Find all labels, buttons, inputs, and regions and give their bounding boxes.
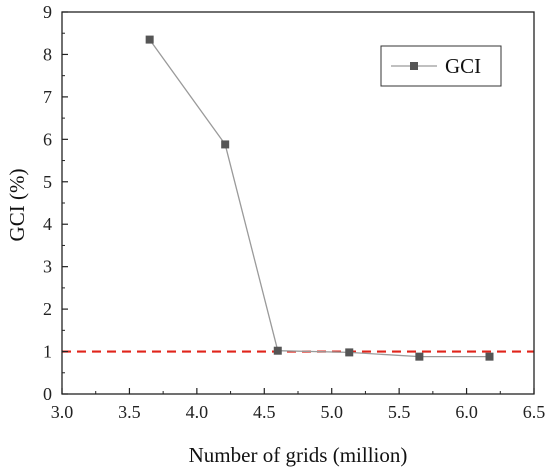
legend: GCI <box>380 45 502 87</box>
x-tick-label: 6.0 <box>455 402 478 422</box>
legend-label: GCI <box>445 54 481 78</box>
y-tick-label: 5 <box>43 172 52 192</box>
data-point <box>415 352 424 361</box>
y-tick-label: 3 <box>43 257 52 277</box>
y-axis-title: GCI (%) <box>5 169 29 242</box>
y-tick-label: 6 <box>43 129 52 149</box>
data-point <box>145 35 154 44</box>
x-axis-title: Number of grids (million) <box>189 443 408 467</box>
x-tick-label: 3.5 <box>118 402 141 422</box>
plot-area <box>62 35 534 361</box>
y-tick-label: 9 <box>43 2 52 22</box>
x-tick-label: 4.5 <box>253 402 276 422</box>
data-point <box>345 348 354 357</box>
legend-marker-sample <box>410 62 418 70</box>
y-tick-label: 7 <box>43 87 52 107</box>
data-point <box>485 352 494 361</box>
x-tick-label: 6.5 <box>523 402 546 422</box>
x-tick-label: 5.0 <box>320 402 343 422</box>
y-tick-label: 4 <box>43 214 52 234</box>
data-point <box>221 140 230 149</box>
axes: 3.0 3.5 4.0 4.5 5.0 5.5 6.0 6.5 0 1 2 3 4 5 6 7 8 9 <box>43 2 545 422</box>
y-tick-label: 0 <box>43 384 52 404</box>
y-tick-label: 8 <box>43 44 52 64</box>
y-tick-label: 2 <box>43 299 52 319</box>
series-line-gci <box>149 39 490 358</box>
data-point <box>273 346 282 355</box>
x-tick-label: 5.5 <box>388 402 411 422</box>
y-tick-label: 1 <box>43 342 52 362</box>
x-tick-label: 3.0 <box>51 402 74 422</box>
x-tick-label: 4.0 <box>186 402 209 422</box>
